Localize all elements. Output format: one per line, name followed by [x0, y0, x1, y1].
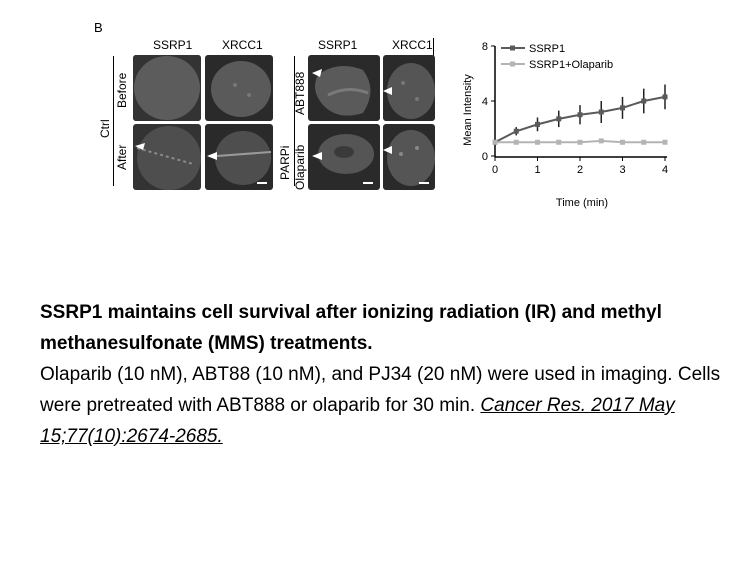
col-header-xrcc1-parpi: XRCC1	[392, 38, 433, 52]
data-point	[662, 94, 668, 100]
y-tick-label: 4	[482, 96, 488, 108]
data-point	[598, 138, 604, 144]
legend-label-1: SSRP1+Olaparib	[529, 59, 613, 71]
y-tick-label: 0	[482, 151, 488, 163]
data-point	[577, 112, 583, 118]
micrograph-olaparib-xrcc1	[383, 124, 435, 190]
legend-label-0: SSRP1	[529, 43, 565, 55]
data-point	[620, 105, 625, 111]
data-point	[577, 139, 583, 145]
data-point	[620, 139, 625, 145]
caption-body: Olaparib (10 nM), ABT88 (10 nM), and PJ3…	[40, 364, 721, 416]
figure-caption: SSRP1 maintains cell survival after ioni…	[40, 297, 752, 452]
x-tick-label: 0	[492, 164, 498, 176]
micrograph-olaparib-ssrp1	[308, 124, 380, 190]
citation-link[interactable]: Cancer Res. 2017 May 15;77(10):2674-2685…	[40, 395, 675, 447]
data-point	[535, 139, 540, 145]
x-tick-label: 1	[534, 164, 540, 176]
data-point	[492, 139, 498, 145]
row-label-olaparib: Olaparib	[293, 144, 307, 190]
x-tick-label: 2	[577, 164, 583, 176]
x-axis-label: Time (min)	[556, 197, 608, 209]
data-point	[556, 116, 562, 122]
row-label-after: After	[115, 144, 129, 170]
y-tick-label: 8	[482, 41, 488, 53]
data-point	[556, 139, 562, 145]
micrograph-ctrl-before-xrcc1	[205, 55, 273, 121]
col-header-xrcc1-ctrl: XRCC1	[222, 38, 263, 52]
micrograph-abt888-ssrp1	[308, 55, 380, 121]
ctrl-bracket	[113, 56, 114, 186]
col-header-ssrp1-parpi: SSRP1	[318, 38, 358, 52]
row-label-abt888: ABT888	[293, 71, 307, 115]
group-label-ctrl: Ctrl	[98, 119, 112, 138]
data-point	[535, 121, 540, 127]
group-label-parpi: PARPi	[278, 145, 292, 180]
row-label-before: Before	[115, 72, 129, 108]
x-tick-label: 4	[662, 164, 668, 176]
micrograph-ctrl-before-ssrp1	[133, 55, 201, 121]
mean-intensity-chart: 0 4 8 0 1 2 3 4 SSRP1 SSRP1+Olaparib Mean Intens…	[462, 41, 668, 209]
micrograph-abt888-xrcc1	[383, 55, 435, 121]
legend-marker-0	[510, 45, 515, 51]
panel-letter: B	[94, 20, 103, 35]
legend-marker-1	[510, 61, 515, 67]
data-point	[641, 98, 647, 104]
parpi-bracket	[294, 56, 295, 186]
data-point	[662, 139, 668, 145]
header-divider	[433, 38, 434, 56]
data-point	[513, 139, 519, 145]
data-point	[513, 128, 519, 134]
caption-title: SSRP1 maintains cell survival after ioni…	[40, 302, 662, 354]
y-axis-label: Mean Intensity	[462, 74, 474, 146]
data-point	[598, 109, 604, 115]
col-header-ssrp1-ctrl: SSRP1	[153, 38, 193, 52]
micrograph-ctrl-after-ssrp1	[133, 124, 201, 190]
x-tick-label: 3	[619, 164, 625, 176]
micrograph-ctrl-after-xrcc1	[205, 124, 273, 190]
data-point	[641, 139, 647, 145]
